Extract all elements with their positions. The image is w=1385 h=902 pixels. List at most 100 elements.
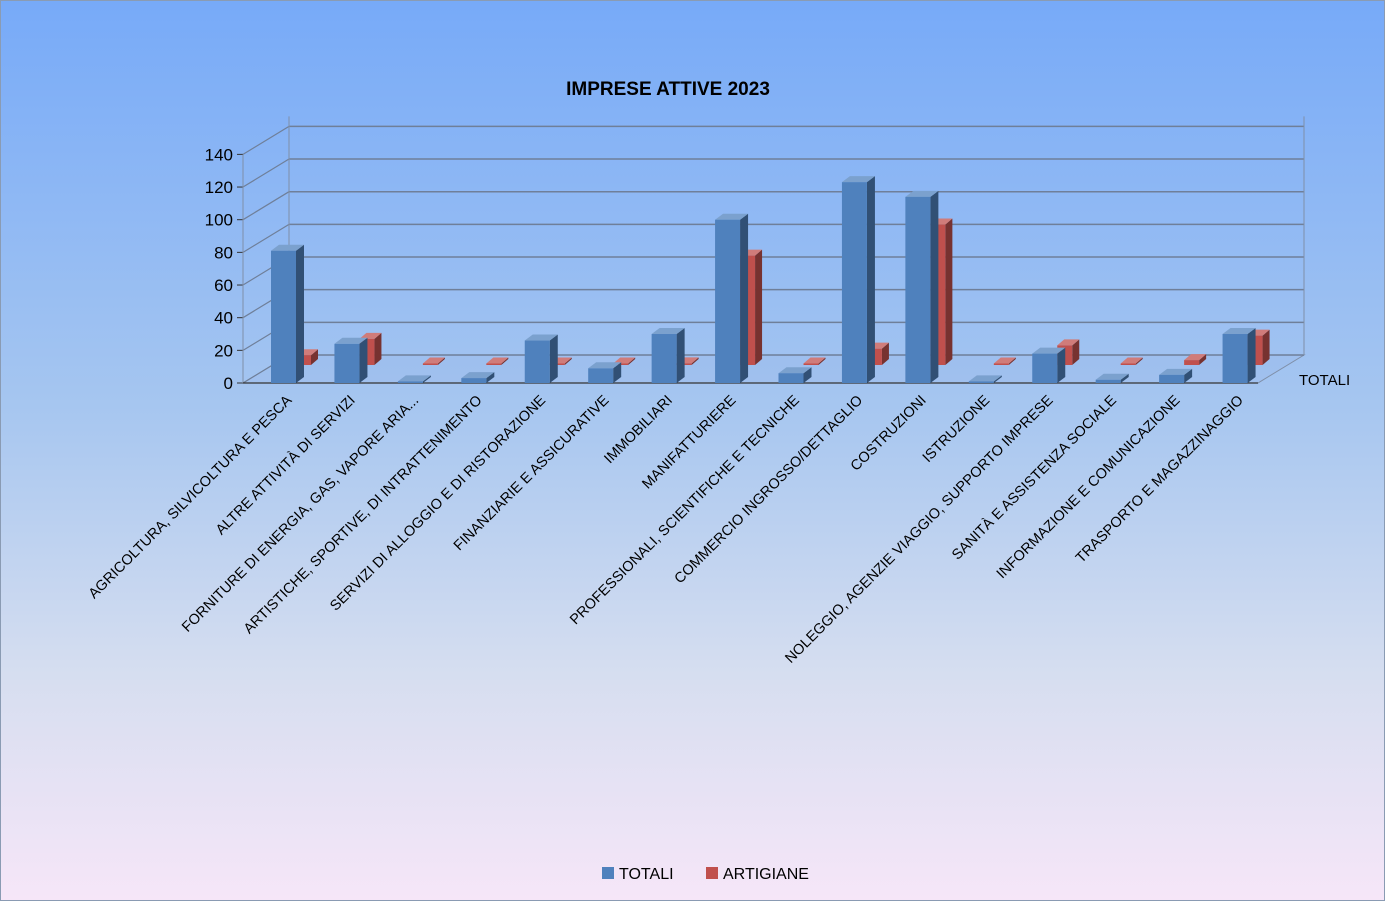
bar-totali-finanziarie-e-assicurative-side: [613, 362, 622, 383]
bar-artigiane-informazione-e-comunicazione: [1184, 354, 1207, 365]
bar-artigiane-professionali-scientifiche-e-tecniche-front: [803, 363, 819, 365]
bar-totali-artistiche-sportive-di-intrattenimento-side: [486, 372, 495, 383]
bar-totali-istruzione: [968, 375, 1002, 383]
bar-totali-artistiche-sportive-di-intrattenimento: [461, 372, 495, 383]
bar-totali-informazione-e-comunicazione-top: [1159, 368, 1193, 375]
bar-totali-istruzione-top: [968, 375, 1002, 382]
bar-totali-forniture-di-energia-gas-vapore-aria-front: [397, 381, 423, 383]
bar-totali-commercio-ingrosso-dettaglio: [841, 176, 875, 383]
bar-artigiane-noleggio-agenzie-viaggio-supporto-imprese-side: [1072, 339, 1080, 365]
bar-artigiane-istruzione-front: [993, 363, 1009, 365]
bar-totali-trasporto-e-magazzinaggio-side: [1247, 328, 1256, 383]
bar-totali-manifatturiere-top: [715, 213, 749, 220]
bar-totali-artistiche-sportive-di-intrattenimento-top: [461, 372, 495, 379]
bar-artigiane-artistiche-sportive-di-intrattenimento-front: [486, 363, 502, 365]
legend-swatch-totali: [602, 867, 614, 879]
legend: TOTALI ARTIGIANE: [602, 866, 809, 883]
chart-title: IMPRESE ATTIVE 2023: [566, 79, 770, 100]
bar-totali-commercio-ingrosso-dettaglio-top: [841, 176, 875, 183]
bar-totali-sanita-e-assistenza-sociale-front: [1095, 379, 1121, 383]
bar-totali-finanziarie-e-assicurative-top: [588, 362, 622, 369]
bar-artigiane-altre-attivita-di-servizi-side: [374, 332, 382, 365]
axes: [237, 116, 1305, 384]
y-tick-label-140: 140: [205, 145, 233, 164]
y-tick-label-40: 40: [214, 309, 233, 328]
bar-totali-agricoltura-silvicoltura-e-pesca-top: [271, 244, 304, 251]
bar-artigiane-artistiche-sportive-di-intrattenimento: [486, 357, 509, 365]
y-tick-label-0: 0: [224, 374, 233, 393]
bar-totali-altre-attivita-di-servizi-top: [334, 337, 368, 344]
bar-totali-trasporto-e-magazzinaggio-front: [1222, 334, 1248, 383]
bar-artigiane-forniture-di-energia-gas-vapore-aria-front: [422, 363, 438, 365]
bar-totali-artistiche-sportive-di-intrattenimento-front: [461, 378, 487, 383]
depth-axis-label: TOTALI: [1299, 372, 1350, 389]
bar-artigiane-informazione-e-comunicazione-top: [1184, 354, 1207, 361]
bar-artigiane-altre-attivita-di-servizi-top: [359, 332, 382, 339]
category-label-servizi-di-alloggio-e-di-ristorazione: SERVIZI DI ALLOGGIO E DI RISTORAZIONE: [327, 392, 549, 614]
bar-totali-manifatturiere-side: [740, 213, 749, 383]
category-label-forniture-di-energia-gas-vapore-aria: FORNITURE DI ENERGIA, GAS, VAPORE ARIA..…: [179, 393, 422, 636]
bar-totali-noleggio-agenzie-viaggio-supporto-imprese-top: [1032, 347, 1066, 354]
bar-artigiane-commercio-ingrosso-dettaglio-side: [881, 342, 889, 365]
bar-totali-commercio-ingrosso-dettaglio-side: [866, 176, 875, 383]
bar-totali-informazione-e-comunicazione-front: [1159, 374, 1185, 383]
bar-totali-professionali-scientifiche-e-tecniche: [778, 367, 812, 383]
bar-artigiane-trasporto-e-magazzinaggio-side: [1262, 329, 1270, 365]
legend-swatch-artigiane: [706, 867, 718, 879]
bar-totali-noleggio-agenzie-viaggio-supporto-imprese-side: [1057, 347, 1066, 383]
gridline-side-100: [242, 191, 290, 221]
bar-totali-manifatturiere: [715, 213, 749, 383]
gridlines: [242, 125, 1304, 384]
bar-artigiane-sanita-e-assistenza-sociale-side: [1135, 357, 1143, 365]
bar-totali-professionali-scientifiche-e-tecniche-side: [803, 367, 812, 383]
category-label-artistiche-sportive-di-intrattenimento: ARTISTICHE, SPORTIVE, DI INTRATTENIMENTO: [241, 393, 486, 638]
bar-totali-noleggio-agenzie-viaggio-supporto-imprese-front: [1032, 353, 1058, 383]
bar-totali-altre-attivita-di-servizi: [334, 337, 368, 383]
series-totali: [271, 176, 1256, 383]
bar-totali-finanziarie-e-assicurative-front: [588, 368, 614, 383]
bar-totali-commercio-ingrosso-dettaglio-front: [841, 182, 867, 383]
bar-totali-servizi-di-alloggio-e-di-ristorazione-top: [524, 334, 558, 341]
bar-artigiane-immobiliari-side: [691, 357, 699, 365]
bar-totali-agricoltura-silvicoltura-e-pesca: [271, 244, 304, 383]
bar-artigiane-sanita-e-assistenza-sociale: [1120, 357, 1143, 365]
bar-artigiane-informazione-e-comunicazione-side: [1199, 354, 1207, 365]
bar-totali-forniture-di-energia-gas-vapore-aria: [397, 375, 431, 383]
bar-totali-manifatturiere-front: [715, 219, 741, 383]
category-label-professionali-scientifiche-e-tecniche: PROFESSIONALI, SCIENTIFICHE E TECNICHE: [567, 392, 803, 628]
y-tick-label-80: 80: [214, 243, 233, 262]
y-axis-ticks: 0 20 40 60 80 100 120 140: [205, 145, 233, 393]
bar-artigiane-istruzione-side: [1008, 357, 1016, 365]
bar-artigiane-finanziarie-e-assicurative-top: [613, 357, 636, 364]
bar-totali-immobiliari-top: [651, 328, 685, 335]
bar-totali-professionali-scientifiche-e-tecniche-front: [778, 373, 804, 383]
bar-totali-agricoltura-silvicoltura-e-pesca-front: [271, 250, 296, 383]
bar-totali-professionali-scientifiche-e-tecniche-top: [778, 367, 812, 374]
bar-artigiane-sanita-e-assistenza-sociale-front: [1120, 363, 1136, 365]
category-label-altre-attivita-di-servizi: ALTRE ATTIVITÀ DI SERVIZI: [212, 392, 358, 538]
bar-artigiane-professionali-scientifiche-e-tecniche-top: [803, 357, 826, 364]
bar-artigiane-artistiche-sportive-di-intrattenimento-side: [501, 357, 509, 365]
bar-totali-costruzioni-top: [905, 190, 939, 197]
bar-totali-finanziarie-e-assicurative: [588, 362, 622, 383]
bar-totali-servizi-di-alloggio-e-di-ristorazione-side: [549, 334, 558, 383]
bar-artigiane-forniture-di-energia-gas-vapore-aria: [422, 357, 445, 365]
bar-totali-servizi-di-alloggio-e-di-ristorazione: [524, 334, 558, 383]
bar-totali-istruzione-side: [993, 375, 1002, 383]
bar-totali-servizi-di-alloggio-e-di-ristorazione-front: [524, 340, 550, 383]
bar-totali-informazione-e-comunicazione: [1159, 368, 1193, 383]
bar-artigiane-manifatturiere-side: [755, 249, 763, 365]
bar-artigiane-forniture-di-energia-gas-vapore-aria-top: [422, 357, 445, 364]
bar-artigiane-sanita-e-assistenza-sociale-top: [1120, 357, 1143, 364]
y-tick-label-60: 60: [214, 276, 233, 295]
bar-totali-costruzioni: [905, 190, 939, 383]
bar-totali-sanita-e-assistenza-sociale-top: [1095, 373, 1129, 380]
bar-artigiane-forniture-di-energia-gas-vapore-aria-side: [437, 357, 445, 365]
gridline-side-140: [242, 125, 290, 155]
bar-artigiane-professionali-scientifiche-e-tecniche-side: [818, 357, 826, 365]
bar-totali-costruzioni-front: [905, 196, 931, 383]
bar-totali-immobiliari: [651, 328, 685, 383]
gridline-side-120: [242, 158, 290, 188]
